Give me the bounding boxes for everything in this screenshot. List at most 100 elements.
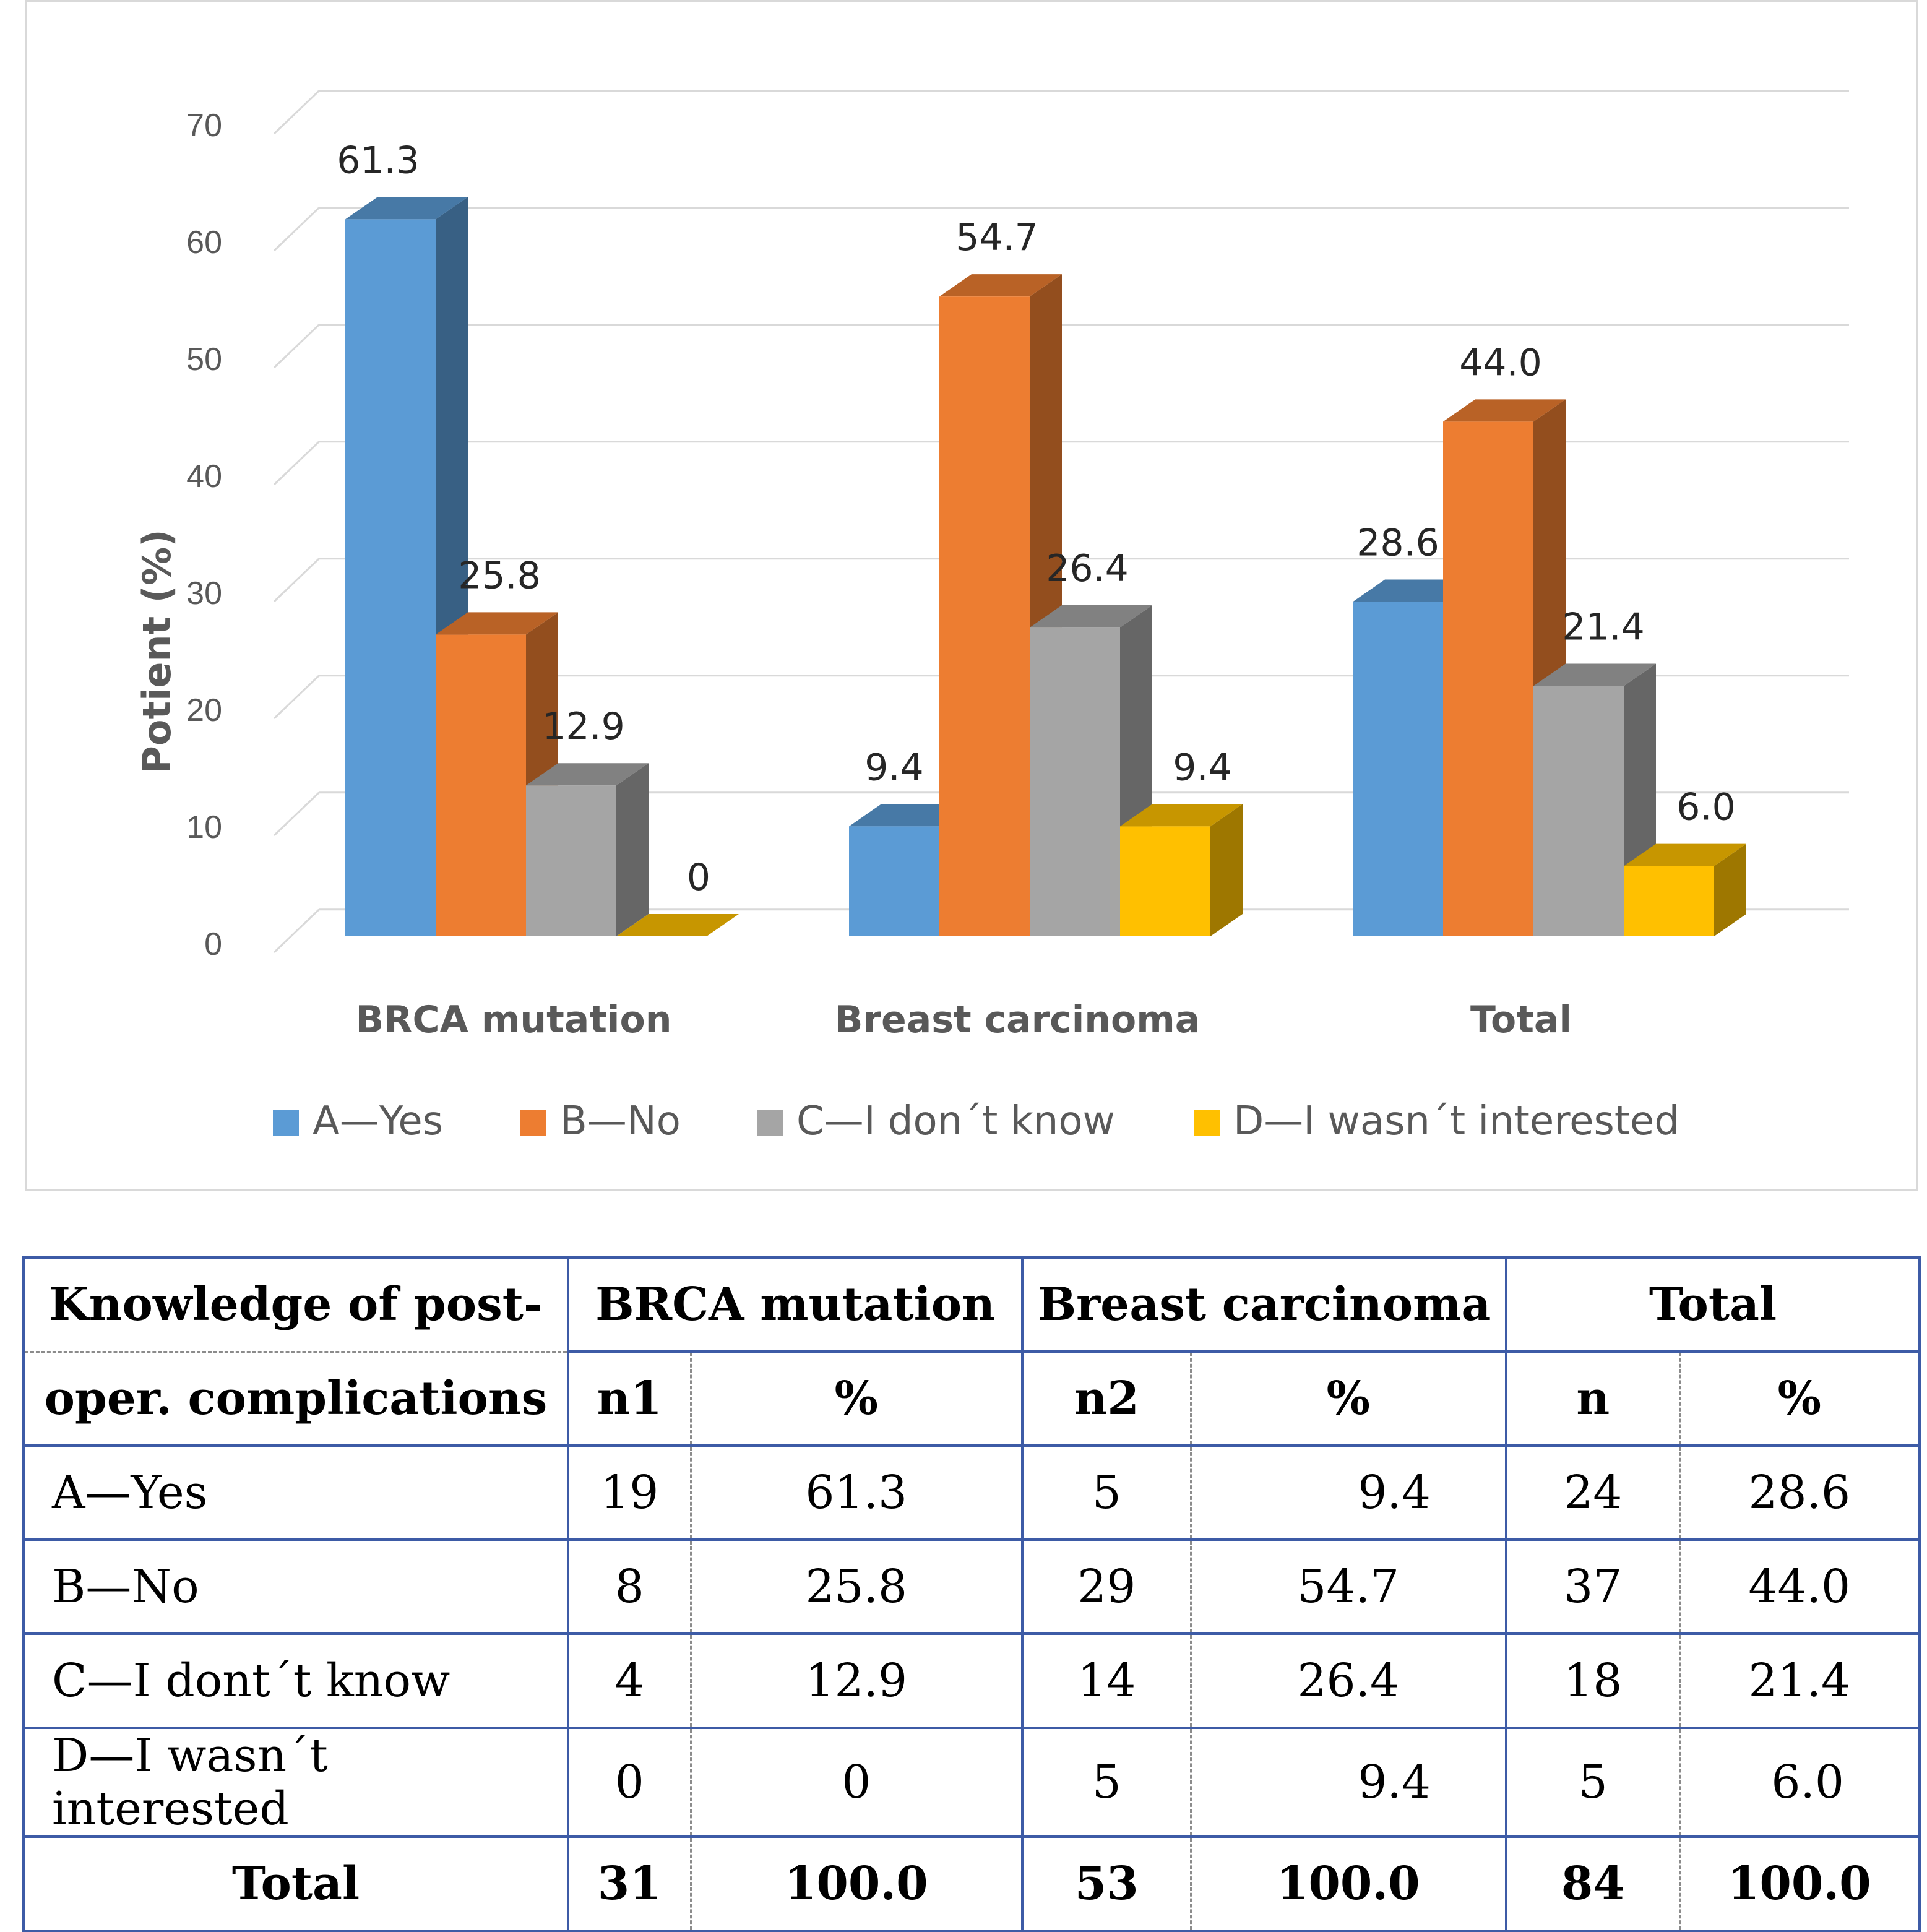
gridline-side [273,675,320,720]
bar [526,785,616,936]
table-subheader-row: oper. complications n1 % n2 % n % [22,1350,1921,1447]
cell: 18 [1505,1632,1681,1729]
legend-label: B—No [560,1098,681,1144]
gridline-side [273,558,320,603]
header-n1: n1 [567,1350,692,1447]
total-label: Total [22,1835,569,1932]
bar [1353,602,1443,936]
bar [939,296,1030,936]
legend-label: D—I wasn´t interested [1233,1098,1679,1144]
y-tick-label: 10 [186,809,222,845]
cell: 44.0 [1678,1538,1921,1635]
table-header-row: Knowledge of post- BRCA mutation Breast … [22,1256,1921,1353]
gridline-side [273,324,320,369]
bar-top [526,763,649,786]
y-tick-label: 50 [186,342,222,377]
header-pct-carcinoma: % [1189,1350,1507,1447]
cell: 5 [1021,1727,1192,1838]
gridline-side [273,207,320,252]
header-brca: BRCA mutation [567,1256,1024,1353]
header-pct-brca: % [689,1350,1024,1447]
gridline-side [273,441,320,486]
bar [1443,421,1533,936]
bar [849,826,939,936]
data-label: 61.3 [337,139,420,182]
table-total-row: Total 31 100.0 53 100.0 84 100.0 [22,1835,1921,1932]
bar [1533,686,1624,936]
y-tick-label: 0 [204,926,222,962]
bar [1030,627,1120,936]
data-label: 21.4 [1562,606,1645,649]
bar-side [616,763,649,936]
legend-label: C—I don´t know [796,1098,1115,1144]
data-label: 28.6 [1356,521,1439,564]
gridline-side [273,908,320,954]
cell: 29 [1021,1538,1192,1635]
cell: 24 [1505,1444,1681,1541]
legend-swatch [1194,1110,1220,1136]
cell: 21.4 [1678,1632,1921,1729]
table-row: C—I dont´t know 4 12.9 14 26.4 18 21.4 [22,1632,1921,1729]
data-label: 12.9 [542,705,625,748]
cell: 0 [567,1727,692,1838]
row-label: C—I dont´t know [22,1632,569,1729]
cell: 26.4 [1189,1632,1507,1729]
y-axis-label: Potient (%) [134,529,179,774]
data-label: 6.0 [1676,786,1735,829]
cell: 6.0 [1678,1727,1921,1838]
total-cell: 31 [567,1835,692,1932]
legend-swatch [273,1110,299,1136]
cell: 4 [567,1632,692,1729]
bar-top [1533,663,1656,686]
x-tick-label: Breast carcinoma [835,998,1201,1041]
bar-top [1443,399,1566,422]
total-cell: 100.0 [1189,1835,1507,1932]
legend-swatch [757,1110,783,1136]
legend-swatch [520,1110,546,1136]
data-label: 9.4 [1173,746,1231,789]
cell: 5 [1021,1444,1192,1541]
bar [345,219,436,937]
chart-panel: 0 10 20 30 40 50 60 70 Potient (%) 61.3 25.8 12.9 0 B… [25,0,1918,1191]
y-tick-label: 30 [186,576,222,611]
y-tick-label: 70 [186,108,222,144]
bar-top [1120,804,1243,827]
cell: 28.6 [1678,1444,1921,1541]
bar-top [1030,605,1152,628]
cell: 12.9 [689,1632,1024,1729]
cell: 9.4 [1189,1727,1507,1838]
x-tick-label: BRCA mutation [356,998,672,1041]
row-label: B—No [22,1538,569,1635]
cell: 14 [1021,1632,1192,1729]
bar-side [1714,843,1746,936]
cell: 0 [689,1727,1024,1838]
header-n: n [1505,1350,1681,1447]
table-row: A—Yes 19 61.3 5 9.4 24 28.6 [22,1444,1921,1541]
bar-top [436,612,558,635]
data-label: 25.8 [458,554,541,597]
header-knowledge: Knowledge of post- [22,1256,569,1353]
data-label: 26.4 [1046,547,1129,590]
bar [1120,826,1210,936]
total-cell: 53 [1021,1835,1192,1932]
bar-chart: 0 10 20 30 40 50 60 70 Potient (%) 61.3 25.8 12.9 0 B… [134,90,1849,1144]
table-row: B—No 8 25.8 29 54.7 37 44.0 [22,1538,1921,1635]
cell: 61.3 [689,1444,1024,1541]
gridline-side [273,90,320,135]
y-tick-label: 20 [186,692,222,728]
cell: 37 [1505,1538,1681,1635]
data-table-container: Knowledge of post- BRCA mutation Breast … [22,1256,1921,1932]
x-tick-label: Total [1470,998,1572,1041]
total-cell: 100.0 [1678,1835,1921,1932]
header-n2: n2 [1021,1350,1192,1447]
bar-top [939,274,1062,297]
total-cell: 84 [1505,1835,1681,1932]
cell: 25.8 [689,1538,1024,1635]
data-label: 44.0 [1459,341,1542,384]
data-table: Knowledge of post- BRCA mutation Breast … [22,1256,1921,1932]
y-tick-label: 40 [186,459,222,494]
data-label: 54.7 [955,216,1038,259]
data-label: 9.4 [864,746,923,789]
cell: 8 [567,1538,692,1635]
bar-top [1624,843,1746,866]
